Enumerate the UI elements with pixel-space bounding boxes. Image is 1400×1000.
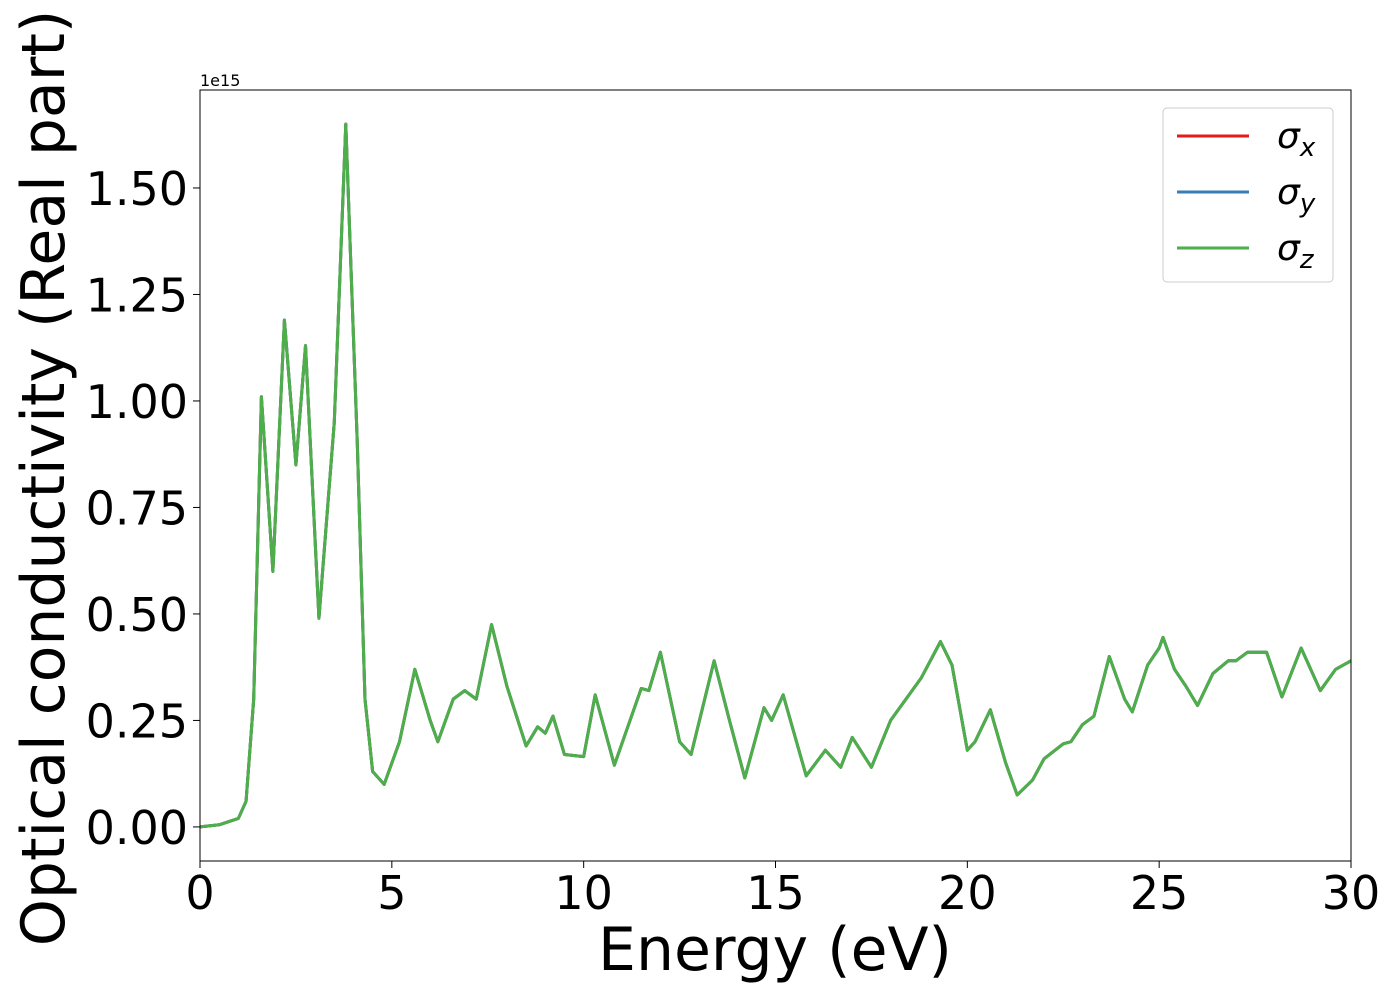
axis-offset: 1e15	[200, 71, 240, 90]
y-tick-label: 0.25	[86, 694, 188, 748]
x-tick-label: 30	[1322, 866, 1381, 920]
y-tick-label: 1.50	[86, 162, 188, 216]
legend-label: σz	[1277, 228, 1315, 275]
y-tick-label: 0.75	[86, 481, 188, 535]
y-tick-label: 1.25	[86, 268, 188, 322]
y-axis-label: Optical conductivity (Real part)	[9, 10, 79, 947]
x-tick-label: 15	[746, 866, 805, 920]
x-tick-label: 10	[554, 866, 613, 920]
legend-box	[1162, 107, 1334, 283]
y-tick-label: 1.00	[86, 375, 188, 429]
x-tick-label: 5	[377, 866, 406, 920]
legend-label: σy	[1277, 172, 1316, 219]
legend-label: σx	[1277, 116, 1316, 163]
x-axis-label: Energy (eV)	[598, 915, 952, 985]
x-tick-label: 0	[185, 866, 214, 920]
plot-frame	[199, 89, 1352, 862]
data-line	[200, 122, 1351, 829]
x-tick-label: 25	[1130, 866, 1189, 920]
y-tick-label: 0.00	[86, 801, 188, 855]
y-tick-label: 0.50	[86, 588, 188, 642]
x-tick-label: 20	[938, 866, 997, 920]
